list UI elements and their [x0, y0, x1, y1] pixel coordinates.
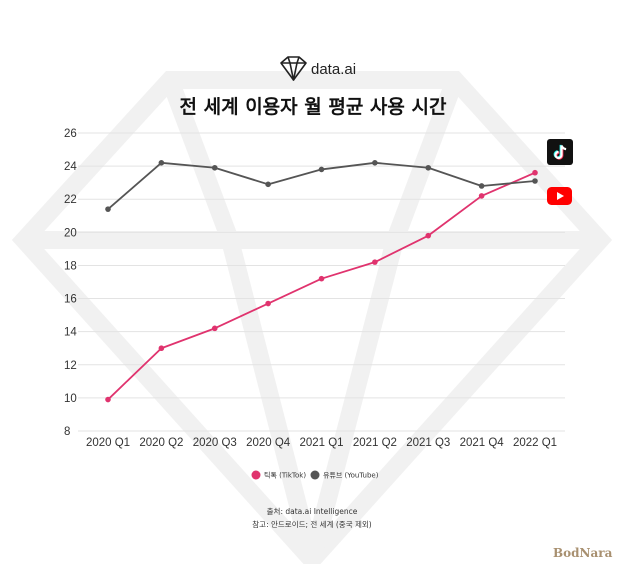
legend: 틱톡 (TikTok) 유튜브 (YouTube): [251, 470, 379, 480]
data-point-tiktok: [318, 275, 325, 282]
data-point-tiktok: [105, 396, 111, 403]
x-tick-label: 2020 Q4: [246, 437, 291, 449]
x-tick-label: 2021 Q1: [299, 437, 343, 449]
y-tick-label: 14: [64, 327, 77, 339]
data-point-youtube: [372, 160, 378, 166]
data-point-youtube: [425, 164, 432, 171]
y-tick-label: 10: [64, 393, 77, 405]
reference-note: 참고: 안드로이드; 전 세계 (중국 제외): [252, 519, 371, 529]
youtube-icon: [547, 187, 572, 205]
x-tick-label: 2022 Q1: [513, 437, 557, 449]
x-tick-label: 2021 Q3: [406, 437, 450, 449]
y-axis-ticks: 8 10 12 14 16 18 20 22 24 26: [64, 128, 77, 438]
x-tick-label: 2020 Q2: [139, 437, 183, 449]
data-point-youtube: [318, 166, 325, 173]
source-note: 출처: data.ai Intelligence: [267, 506, 358, 516]
legend-label-tiktok: 틱톡 (TikTok): [264, 471, 306, 480]
y-tick-label: 18: [64, 260, 77, 272]
data-point-tiktok: [372, 259, 378, 265]
y-tick-label: 16: [64, 294, 77, 306]
y-tick-label: 8: [64, 426, 70, 438]
brand-name: data.ai: [311, 61, 356, 78]
x-tick-label: 2021 Q4: [460, 437, 505, 449]
legend-label-youtube: 유튜브 (YouTube): [323, 472, 379, 480]
grid-lines: [78, 132, 565, 432]
legend-item-youtube: 유튜브 (YouTube): [310, 470, 379, 480]
x-tick-label: 2021 Q2: [353, 437, 397, 449]
y-tick-label: 24: [64, 161, 77, 173]
x-axis-ticks: 2020 Q1 2020 Q2 2020 Q3 2020 Q4 2021 Q1 2021 …: [86, 437, 557, 449]
data-point-youtube: [478, 183, 485, 189]
background-diamond-watermark: [11, 71, 613, 564]
data-point-tiktok: [532, 169, 538, 176]
data-point-youtube: [265, 181, 271, 188]
data-point-tiktok: [265, 300, 271, 307]
data-point-tiktok: [478, 193, 485, 199]
brand-logo: data.ai: [280, 56, 356, 81]
data-point-youtube: [105, 206, 111, 212]
data-point-tiktok: [211, 325, 218, 332]
diamond-logo-icon: [280, 56, 307, 81]
y-tick-label: 20: [64, 227, 77, 239]
tiktok-icon: [547, 139, 573, 165]
data-point-youtube: [211, 164, 218, 171]
watermark-logo: BodNara: [553, 546, 613, 560]
y-tick-label: 26: [64, 128, 77, 140]
x-tick-label: 2020 Q1: [86, 437, 130, 449]
chart-title: 전 세계 이용자 월 평균 사용 시간: [180, 96, 447, 118]
legend-swatch-tiktok: [251, 470, 261, 480]
series-line-tiktok: [107, 171, 536, 401]
data-point-youtube: [532, 178, 538, 184]
legend-item-tiktok: 틱톡 (TikTok): [251, 470, 306, 480]
data-point-tiktok: [425, 232, 432, 239]
y-tick-label: 12: [64, 360, 77, 372]
legend-swatch-youtube: [310, 470, 320, 480]
y-tick-label: 22: [64, 194, 77, 206]
data-point-youtube: [158, 160, 165, 166]
data-point-tiktok: [158, 345, 165, 352]
series-layer: [105, 160, 538, 403]
x-tick-label: 2020 Q3: [193, 437, 237, 449]
